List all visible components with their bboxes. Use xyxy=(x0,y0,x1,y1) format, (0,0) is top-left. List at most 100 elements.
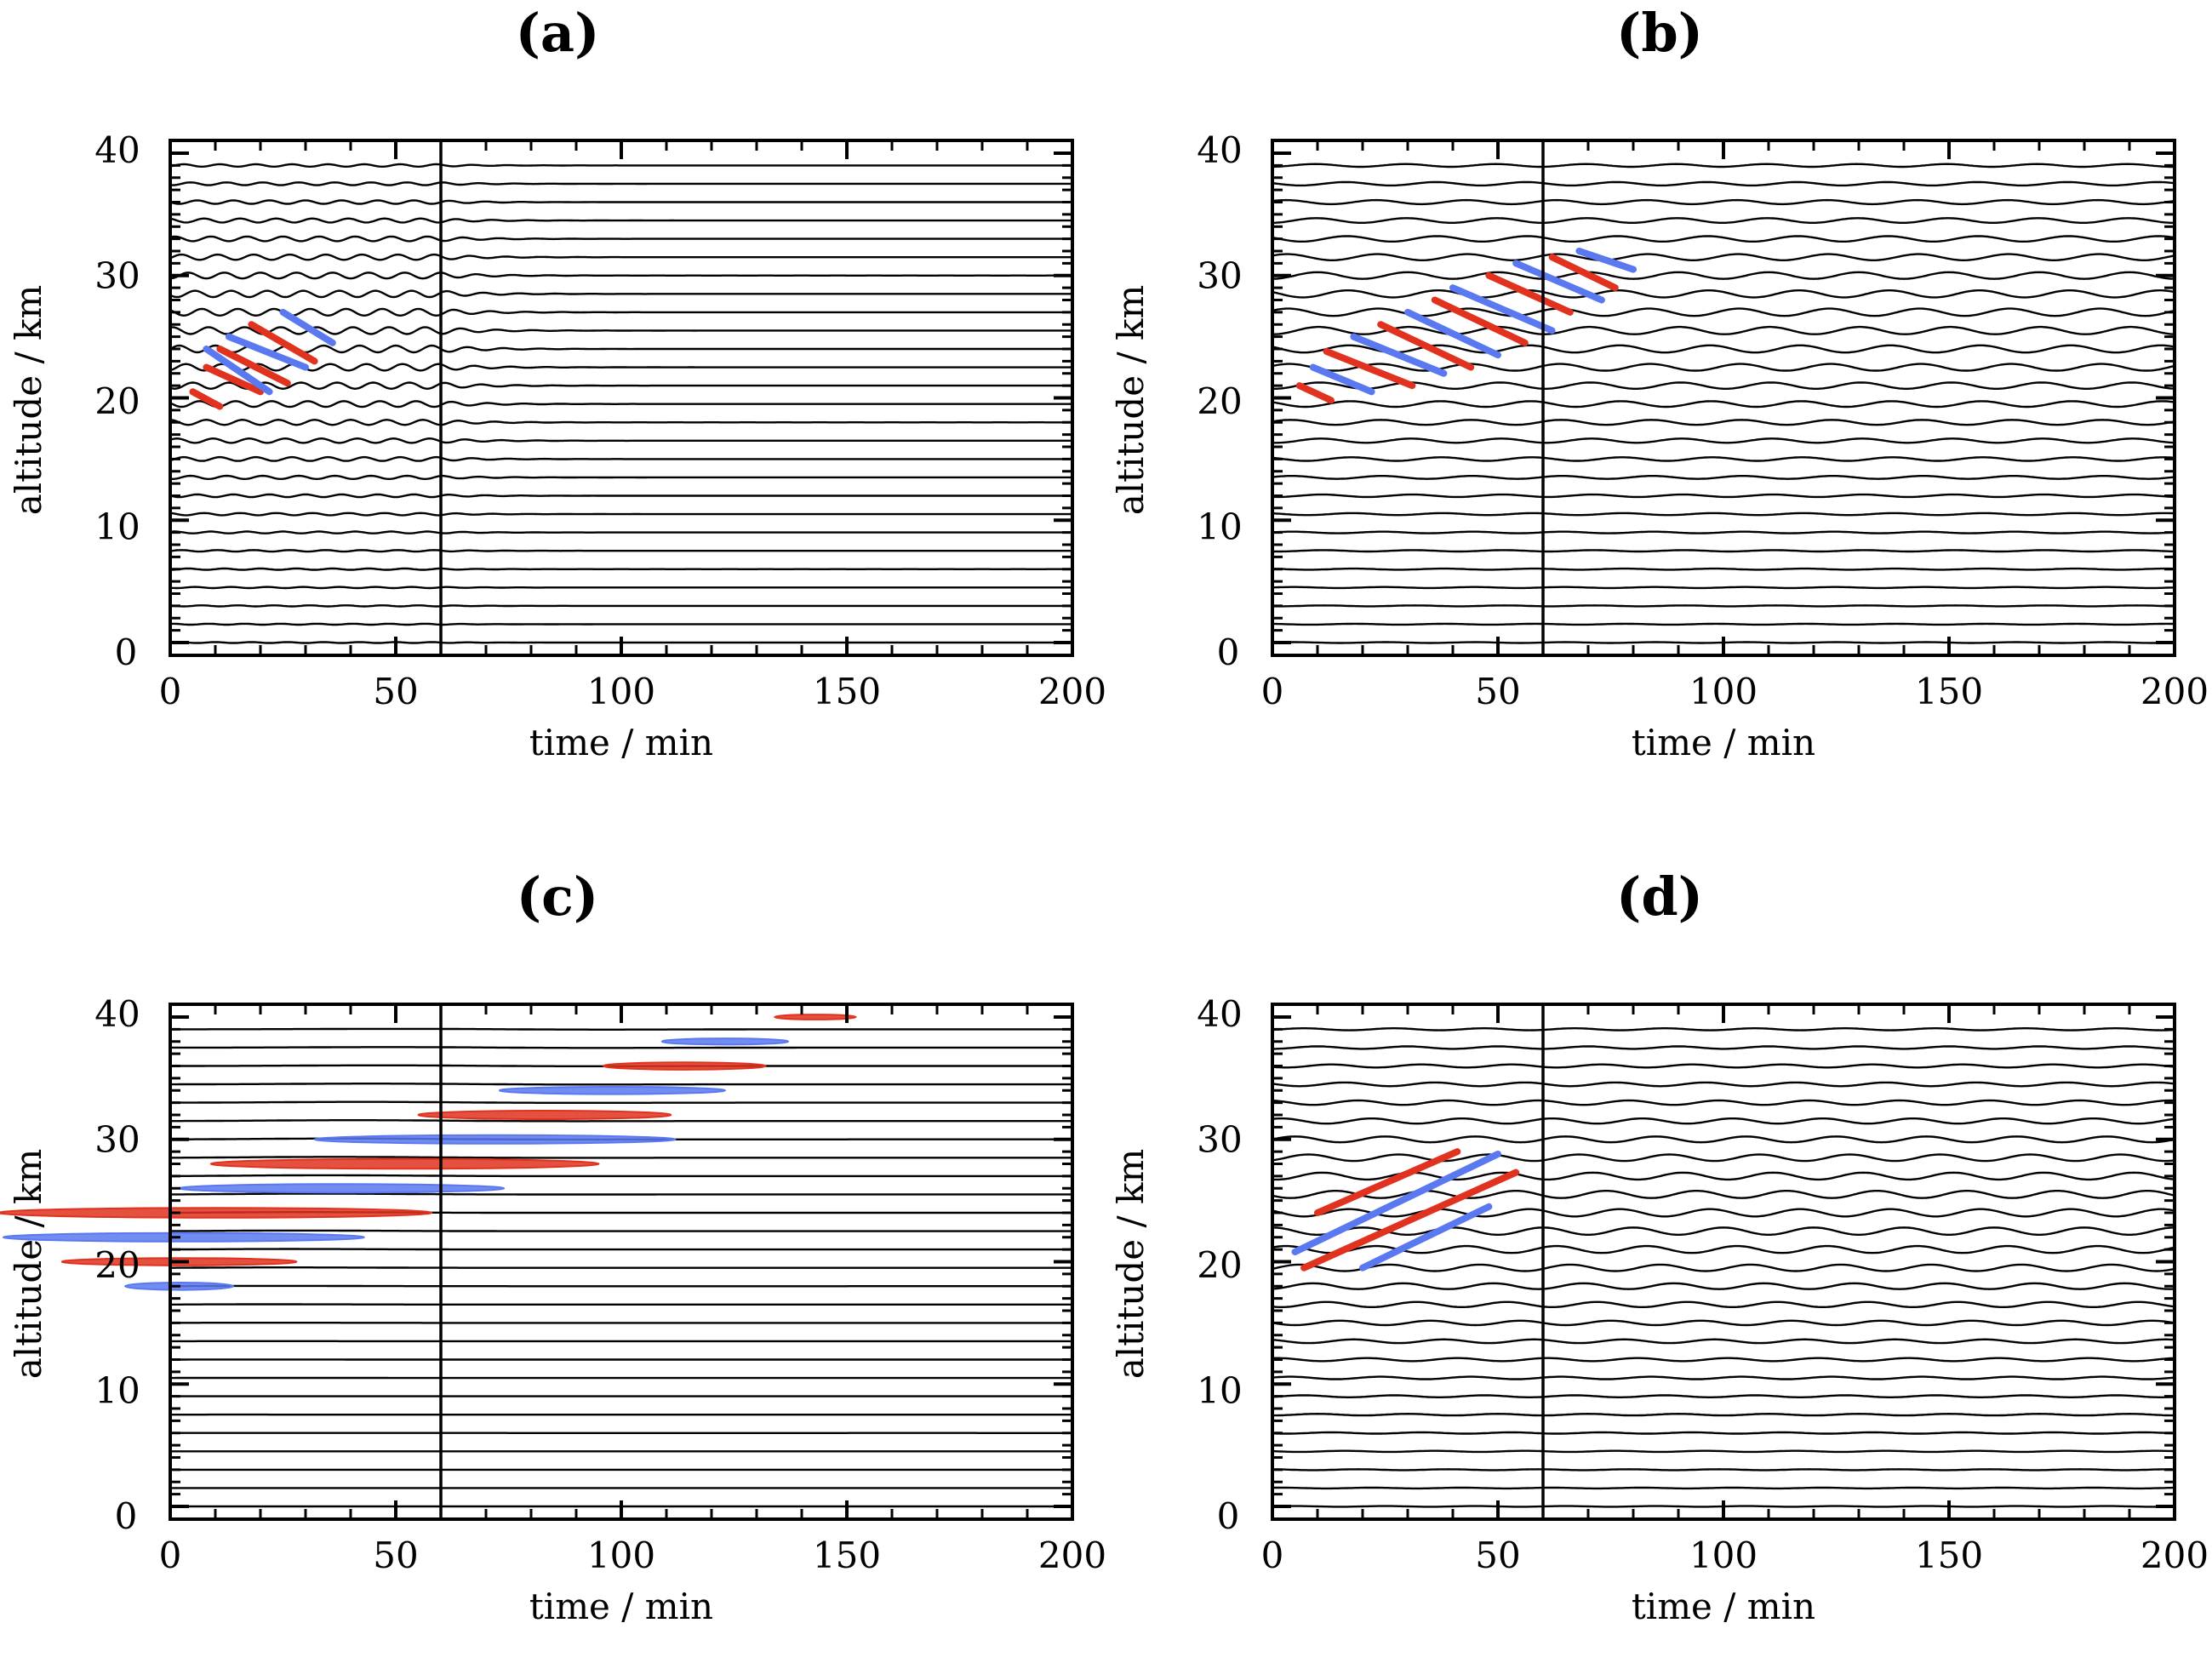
trace-line xyxy=(169,549,1072,553)
trace-line xyxy=(1272,1375,2175,1380)
red-contour xyxy=(417,1109,672,1121)
trace-line xyxy=(169,530,1072,534)
x-tick-label: 0 xyxy=(1261,671,1284,712)
trace-line xyxy=(169,289,1072,299)
panel-a-title-letter: a xyxy=(540,2,574,64)
y-tick-label: 40 xyxy=(94,993,140,1035)
trace-line xyxy=(1272,1099,2175,1106)
trace-line xyxy=(170,1248,1072,1251)
trace-line xyxy=(1272,400,2175,409)
panel-b-title: (b) xyxy=(1616,2,1703,64)
y-tick-label: 10 xyxy=(94,506,140,548)
trace-line xyxy=(169,199,1072,205)
trace-line xyxy=(1272,1045,2175,1050)
trace-line xyxy=(169,253,1072,261)
trace-line xyxy=(1272,363,2175,372)
trace-line xyxy=(170,1119,1072,1123)
x-tick-label: 150 xyxy=(813,671,881,712)
x-tick-label: 100 xyxy=(1689,671,1758,712)
trace-line xyxy=(1272,549,2175,553)
trace-line xyxy=(169,217,1072,224)
y-tick-label: 20 xyxy=(1197,1244,1242,1286)
trace-line xyxy=(1272,180,2175,187)
trace-line xyxy=(1272,493,2175,499)
trace-line xyxy=(1272,1171,2175,1181)
x-tick-label: 200 xyxy=(1038,671,1106,712)
trace-line xyxy=(169,307,1072,317)
blue-contour xyxy=(660,1037,790,1046)
trace-line xyxy=(1272,1263,2175,1272)
trace-line xyxy=(1272,586,2175,590)
panel-d-y-axis-label: altitude / km xyxy=(1110,1149,1152,1380)
y-tick-label: 40 xyxy=(1197,129,1242,171)
trace-line xyxy=(1272,437,2175,444)
trace-line xyxy=(170,622,1072,626)
trace-line xyxy=(169,455,1072,462)
trace-line xyxy=(169,235,1072,243)
panel-d-xtick-labels: 0 50 100 150 200 xyxy=(1261,1534,2209,1576)
trace-line xyxy=(1272,1468,2175,1472)
red-contour xyxy=(1548,254,1619,292)
blue-contour xyxy=(203,346,273,396)
trace-line xyxy=(169,1229,1072,1232)
red-contour xyxy=(1431,296,1529,346)
trace-line xyxy=(169,511,1072,517)
panel-a-xtick-labels: 0 50 100 150 200 xyxy=(159,671,1106,712)
panel-a-traces xyxy=(169,163,1072,644)
x-tick-label: 200 xyxy=(2141,671,2209,712)
blue-contour xyxy=(1359,1203,1493,1272)
trace-line xyxy=(1272,325,2175,335)
red-contour xyxy=(602,1061,767,1071)
red-contour xyxy=(203,363,264,396)
trace-line xyxy=(1272,253,2175,261)
panel-a-ytick-labels: 0 10 20 30 40 xyxy=(94,129,140,673)
trace-line xyxy=(170,1083,1072,1086)
panel-c-ticks xyxy=(169,1004,1074,1519)
x-tick-label: 100 xyxy=(1689,1534,1758,1576)
panel-a-ticks xyxy=(169,140,1074,655)
y-tick-label: 10 xyxy=(1197,1370,1242,1412)
trace-line xyxy=(170,1046,1072,1049)
trace-line xyxy=(1272,1135,2175,1144)
panel-a-title-close: ) xyxy=(574,2,599,64)
trace-line xyxy=(1272,235,2175,243)
trace-line xyxy=(169,271,1072,280)
y-tick-label: 40 xyxy=(94,129,140,171)
panel-d-contours xyxy=(1291,1148,1520,1272)
panel-a-frame xyxy=(169,139,1074,657)
panel-c-title-close: ) xyxy=(574,866,598,928)
red-contour xyxy=(1314,1148,1461,1216)
y-tick-label: 0 xyxy=(1217,631,1240,673)
blue-contour xyxy=(498,1085,726,1095)
trace-line xyxy=(1272,163,2175,169)
trace-line xyxy=(169,474,1072,481)
x-tick-label: 0 xyxy=(159,1534,182,1576)
x-tick-label: 200 xyxy=(1038,1534,1106,1576)
trace-line xyxy=(169,363,1072,372)
red-contour xyxy=(1377,321,1475,371)
trace-line xyxy=(1272,622,2175,626)
panel-c-y-axis-label: altitude / km xyxy=(8,1149,49,1380)
trace-line xyxy=(169,181,1072,186)
panel-d-frame xyxy=(1271,1003,2176,1521)
blue-contour xyxy=(1291,1151,1501,1255)
red-contour xyxy=(189,388,224,410)
panel-a-contours xyxy=(189,308,336,410)
panel-c-contours xyxy=(0,1014,857,1291)
trace-line xyxy=(1272,1394,2175,1398)
trace-line xyxy=(169,326,1072,335)
trace-line xyxy=(169,586,1072,590)
trace-line xyxy=(170,1100,1072,1104)
panel-b-title-letter: b xyxy=(1641,2,1678,64)
panel-c-title-letter: c xyxy=(541,866,574,928)
panel-b-xtick-labels: 0 50 100 150 200 xyxy=(1261,671,2209,712)
blue-contour xyxy=(178,1183,506,1194)
y-tick-label: 30 xyxy=(94,255,140,297)
panel-d: (d) 0 50 100 150 200 0 10 20 30 40 time … xyxy=(1110,866,2209,1627)
y-tick-label: 0 xyxy=(1217,1495,1240,1537)
panel-d-x-axis-label: time / min xyxy=(1632,1586,1815,1627)
y-tick-label: 0 xyxy=(115,1495,138,1537)
blue-contour xyxy=(1575,248,1637,273)
trace-line xyxy=(169,344,1072,354)
trace-line xyxy=(1272,1226,2175,1236)
